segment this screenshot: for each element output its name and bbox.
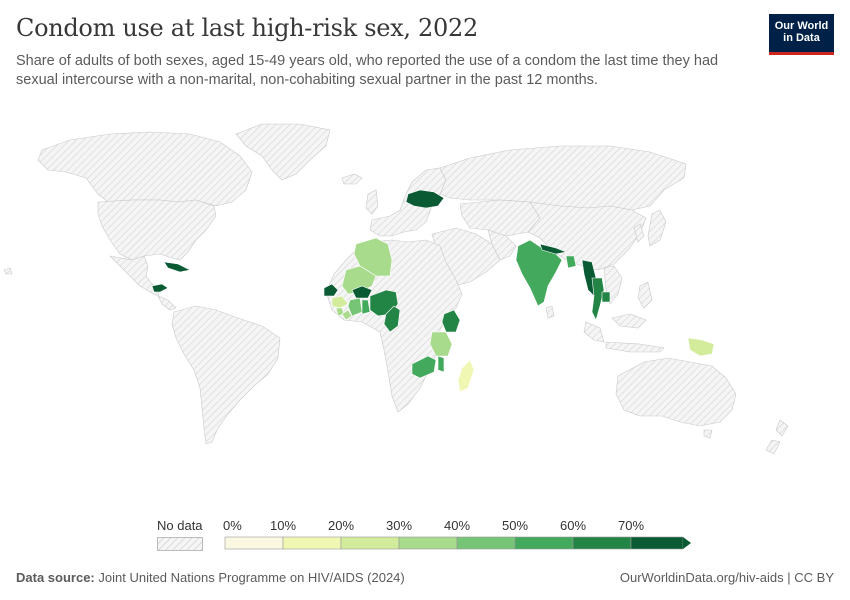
country-guinea[interactable] (331, 295, 349, 309)
legend-tick-label: 0% (223, 518, 242, 533)
legend-tick-label: 50% (501, 518, 529, 533)
country-cambodia[interactable] (601, 291, 611, 303)
country-nepal[interactable] (539, 243, 568, 255)
country-algeria[interactable] (353, 237, 393, 277)
country-ukraine[interactable] (405, 189, 445, 209)
world-map[interactable] (0, 110, 850, 510)
legend-color-bar (224, 536, 691, 550)
country-cameroon[interactable] (383, 305, 401, 333)
legend-bin-4 (456, 536, 516, 550)
owid-logo[interactable]: Our World in Data (769, 14, 834, 55)
legend-tick-label: 20% (327, 518, 355, 533)
logo-line-2: in Data (783, 32, 820, 44)
color-legend: No data 0% 10% 20% 30% 40% 50% 60% 70% (0, 510, 850, 555)
country-malawi[interactable] (437, 355, 445, 373)
legend-tick-label: 40% (443, 518, 471, 533)
country-honduras[interactable] (151, 283, 169, 293)
country-cote-d-ivoire[interactable] (347, 297, 363, 317)
country-cuba[interactable] (163, 261, 191, 273)
legend-bin-2 (340, 536, 400, 550)
legend-bin-0 (224, 536, 284, 550)
legend-arrow (683, 537, 691, 549)
country-madagascar[interactable] (457, 359, 475, 393)
legend-tick-label: 10% (269, 518, 297, 533)
chart-title: Condom use at last high-risk sex, 2022 (16, 14, 478, 42)
legend-bin-3 (398, 536, 458, 550)
legend-no-data-swatch (157, 537, 203, 551)
country-thailand[interactable] (591, 277, 605, 321)
legend-no-data-label: No data (157, 518, 203, 533)
chart-subtitle: Share of adults of both sexes, aged 15-4… (16, 53, 719, 88)
legend-tick-label: 70% (617, 518, 645, 533)
country-ghana[interactable] (361, 299, 371, 315)
legend-bin-5 (514, 536, 574, 550)
country-tanzania[interactable] (429, 331, 453, 357)
footer-source: Data source: Joint United Nations Progra… (16, 570, 405, 585)
country-zambia[interactable] (411, 355, 437, 379)
legend-bin-7 (630, 536, 684, 550)
source-label: Data source: (16, 570, 95, 585)
country-kenya[interactable] (441, 309, 461, 333)
footer-url[interactable]: OurWorldinData.org/hiv-aids | CC BY (619, 570, 834, 585)
source-text[interactable]: Joint United Nations Programme on HIV/AI… (98, 570, 405, 585)
legend-tick-label: 60% (559, 518, 587, 533)
country-papua-new-guinea[interactable] (687, 337, 715, 357)
country-bangladesh[interactable] (565, 255, 577, 269)
legend-tick-label: 30% (385, 518, 413, 533)
data-countries (151, 189, 715, 393)
country-burkina-faso[interactable] (351, 285, 373, 299)
logo-line-1: Our World (774, 20, 829, 32)
legend-bin-1 (282, 536, 342, 550)
legend-bin-6 (572, 536, 632, 550)
country-senegal[interactable] (323, 283, 339, 297)
no-data-countries (3, 123, 789, 455)
